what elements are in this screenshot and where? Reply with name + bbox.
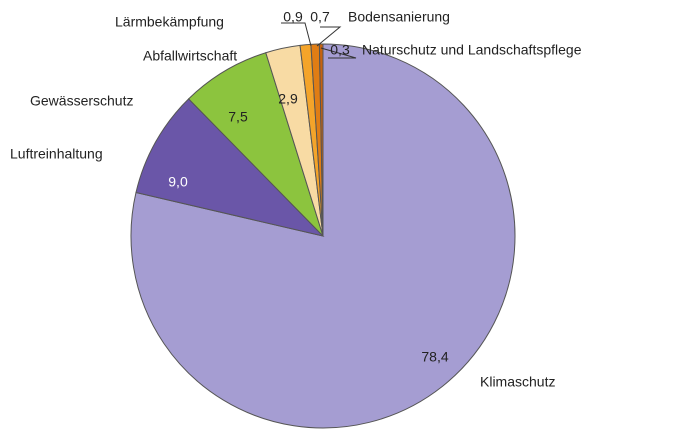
value-label: 0,7 bbox=[310, 9, 330, 25]
slice-label: Luftreinhaltung bbox=[10, 146, 103, 162]
slice-label: Bodensanierung bbox=[348, 9, 450, 25]
leader-line bbox=[320, 47, 357, 59]
value-label: 0,9 bbox=[283, 9, 303, 25]
pie-slice bbox=[130, 43, 516, 429]
slice-label: Naturschutz und Landschaftspflege bbox=[362, 42, 582, 58]
value-label: 0,3 bbox=[330, 42, 350, 58]
value-label: 9,0 bbox=[168, 174, 188, 190]
slice-label: Gewässerschutz bbox=[30, 93, 133, 109]
leader-line bbox=[281, 22, 312, 47]
slice-label: Klimaschutz bbox=[480, 374, 555, 390]
slice-label: Lärmbekämpfung bbox=[115, 14, 224, 30]
slice-label: Abfallwirtschaft bbox=[143, 48, 237, 64]
value-label: 7,5 bbox=[228, 109, 248, 125]
pie-slice bbox=[135, 98, 325, 237]
value-label: 2,9 bbox=[278, 91, 298, 107]
leader-line bbox=[316, 26, 342, 47]
value-label: 78,4 bbox=[421, 349, 448, 365]
